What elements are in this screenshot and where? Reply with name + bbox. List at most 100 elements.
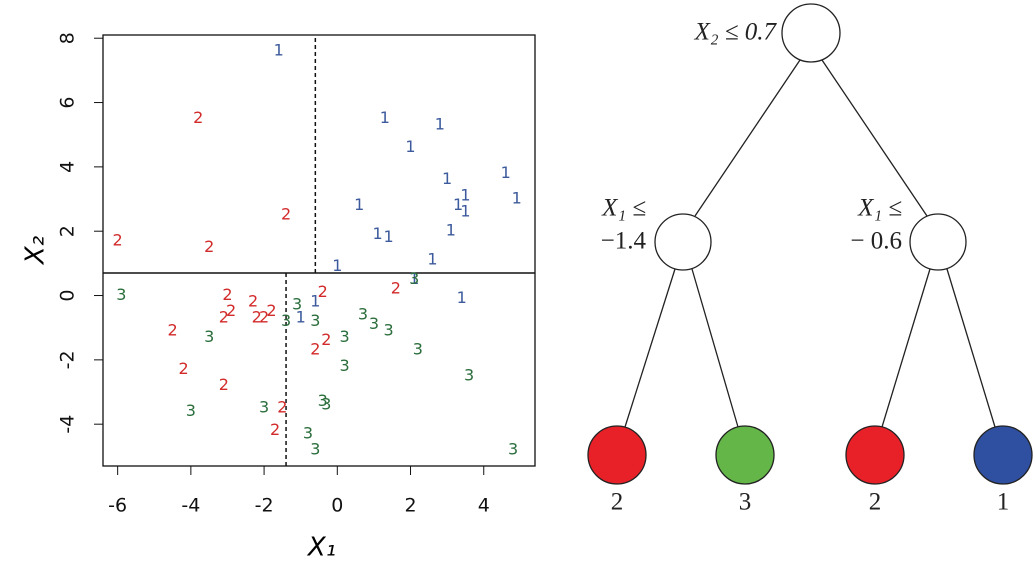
tree-edge (881, 268, 931, 428)
point: 1 (405, 137, 415, 156)
point: 2 (204, 237, 214, 256)
point: 3 (292, 295, 302, 314)
point: 2 (219, 308, 229, 327)
point: 1 (372, 224, 382, 243)
point: 1 (446, 221, 456, 240)
point: 2 (226, 301, 236, 320)
leaf-node (587, 425, 647, 485)
x-tick-label: 2 (404, 495, 416, 517)
point: 2 (277, 398, 287, 417)
point: 2 (266, 301, 276, 320)
point: 3 (358, 304, 368, 323)
node-label: −1.4 (601, 228, 647, 255)
point: 1 (332, 256, 342, 275)
plot-frame (102, 34, 536, 467)
point: 1 (460, 185, 470, 204)
leaf-label: 2 (869, 489, 882, 516)
point: 2 (219, 375, 229, 394)
point: 2 (113, 230, 123, 249)
point: 3 (464, 365, 474, 384)
point: 1 (427, 250, 437, 269)
point: 2 (391, 279, 401, 298)
point: 1 (435, 115, 445, 134)
y-tick-label: 2 (57, 225, 79, 237)
point: 3 (303, 423, 313, 442)
point: 3 (340, 327, 350, 346)
point: 2 (167, 320, 177, 339)
point: 2 (259, 308, 269, 327)
point: 2 (281, 205, 291, 224)
point: 3 (310, 439, 320, 458)
point: 1 (296, 308, 306, 327)
tree-edge (946, 268, 996, 428)
y-tick-label: -4 (57, 415, 79, 434)
point: 3 (310, 311, 320, 330)
y-tick-label: 6 (57, 96, 79, 108)
tree-edge (624, 268, 676, 428)
y-tick-label: -2 (57, 350, 79, 369)
leaf-label: 2 (611, 489, 624, 516)
point: 3 (383, 320, 393, 339)
tree (587, 3, 1033, 485)
point: 3 (259, 398, 269, 417)
point: 1 (409, 269, 419, 288)
leaf-node (715, 425, 775, 485)
point: 2 (310, 340, 320, 359)
point: 1 (501, 163, 511, 182)
point: 3 (204, 327, 214, 346)
point: 1 (383, 227, 393, 246)
point: 1 (453, 195, 463, 214)
y-tick-label: 8 (57, 32, 79, 44)
point: 1 (274, 41, 284, 60)
tree-node (781, 3, 841, 63)
tree-edge (821, 59, 928, 217)
point: 3 (281, 311, 291, 330)
point: 1 (457, 288, 467, 307)
point: 3 (186, 401, 196, 420)
x-tick-label: -6 (108, 495, 127, 517)
point: 1 (442, 169, 452, 188)
x-tick-label: -2 (255, 495, 274, 517)
point: 2 (178, 359, 188, 378)
point: 3 (116, 285, 126, 304)
tree-edge (691, 268, 739, 428)
point: 3 (369, 314, 379, 333)
node-label: X₁ ≤ (857, 195, 902, 222)
x-axis-label: X₁ (306, 533, 336, 563)
y-tick-label: 0 (57, 289, 79, 301)
leaf-label: 1 (997, 489, 1010, 516)
point: 2 (318, 282, 328, 301)
leaf-node (845, 425, 905, 485)
point: 2 (321, 330, 331, 349)
point: 1 (512, 189, 522, 208)
tree-node (654, 213, 712, 271)
y-tick-label: 4 (57, 161, 79, 173)
tree-node (909, 213, 967, 271)
leaf-node (973, 425, 1033, 485)
point: 2 (222, 285, 232, 304)
point: 2 (248, 291, 258, 310)
point: 3 (340, 356, 350, 375)
point: 3 (508, 439, 518, 458)
node-label: − 0.6 (850, 228, 902, 255)
point: 3 (318, 391, 328, 410)
node-label: X₁ ≤ (601, 195, 646, 222)
point: 3 (321, 394, 331, 413)
y-axis-label: X₂ (21, 236, 51, 266)
point: 1 (310, 291, 320, 310)
x-tick-label: 0 (331, 495, 343, 517)
point: 1 (460, 201, 470, 220)
x-tick-label: 4 (478, 495, 490, 517)
x-tick-label: -4 (181, 495, 200, 517)
point: 3 (413, 340, 423, 359)
leaf-label: 3 (739, 489, 752, 516)
point: 2 (252, 308, 262, 327)
tree-edge (694, 59, 801, 217)
point: 2 (193, 108, 203, 127)
node-label: X₂ ≤ 0.7 (694, 19, 778, 46)
point: 2 (270, 420, 280, 439)
point: 3 (409, 269, 419, 288)
point: 1 (354, 195, 364, 214)
point: 1 (380, 108, 390, 127)
